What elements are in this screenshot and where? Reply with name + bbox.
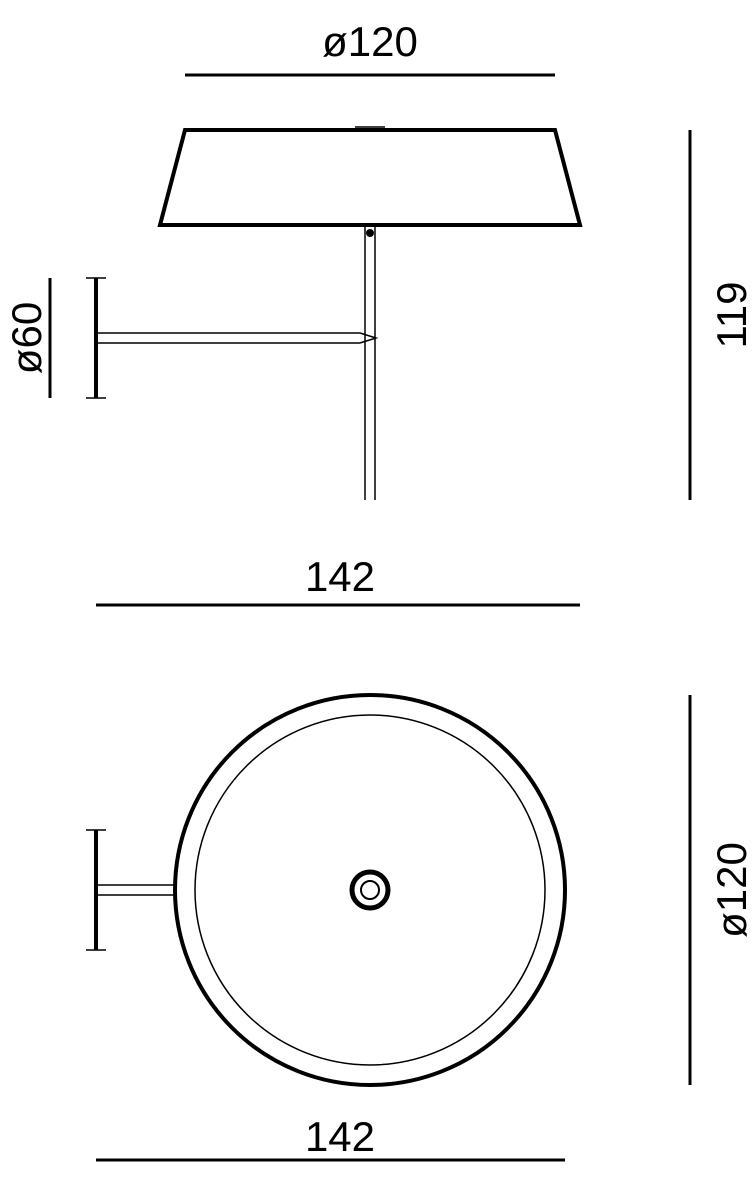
- lamp-shade-side: [160, 130, 580, 225]
- label-shade-diameter: ø120: [322, 18, 418, 65]
- hub-inner: [361, 881, 379, 899]
- label-base-diameter: ø60: [3, 302, 50, 374]
- label-shade-diameter-topview: ø120: [708, 842, 754, 938]
- side-view: [86, 127, 580, 500]
- label-width-top: 142: [305, 1113, 375, 1160]
- post-joint-dot: [366, 229, 374, 237]
- arm-tip: [360, 333, 376, 343]
- label-width-side: 142: [305, 553, 375, 600]
- label-height: 119: [708, 282, 754, 349]
- top-view: [86, 695, 565, 1085]
